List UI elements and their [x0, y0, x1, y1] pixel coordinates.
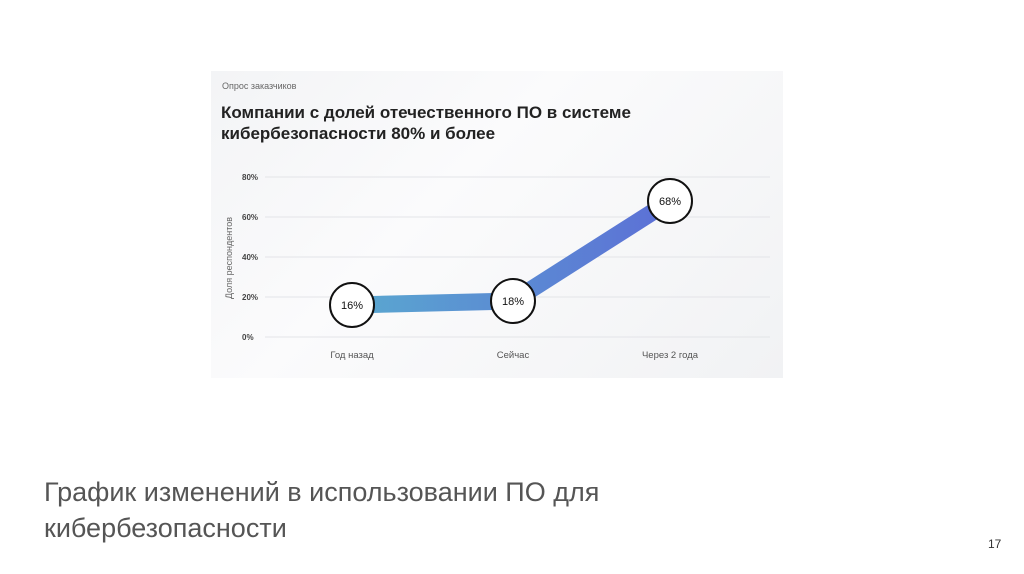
data-label: 68%	[659, 196, 681, 208]
chart-image	[211, 71, 783, 378]
y-tick-label: 0%	[242, 333, 254, 342]
y-tick-label: 20%	[242, 293, 258, 302]
y-axis-label: Доля респондентов	[224, 217, 234, 299]
data-label: 16%	[341, 300, 363, 312]
slide-title-line2: кибербезопасности	[44, 513, 287, 543]
slide-title: График изменений в использовании ПО для …	[44, 474, 744, 546]
x-tick-label: Сейчас	[497, 350, 530, 361]
x-tick-label: Год назад	[330, 350, 374, 361]
y-tick-label: 40%	[242, 253, 258, 262]
data-label: 18%	[502, 296, 524, 308]
data-point	[647, 178, 693, 224]
x-tick-label: Через 2 года	[642, 350, 699, 361]
y-tick-label: 80%	[242, 173, 258, 182]
chart-title-line1: Компании с долей отечественного ПО в сис…	[221, 103, 631, 122]
data-point	[329, 282, 375, 328]
chart-subtitle: Опрос заказчиков	[222, 81, 297, 91]
page-number: 17	[988, 537, 1002, 551]
chart-title-line2: кибербезопасности 80% и более	[221, 124, 495, 143]
y-tick-label: 60%	[242, 213, 258, 222]
slide-title-line1: График изменений в использовании ПО для	[44, 477, 600, 507]
data-point	[490, 278, 536, 324]
